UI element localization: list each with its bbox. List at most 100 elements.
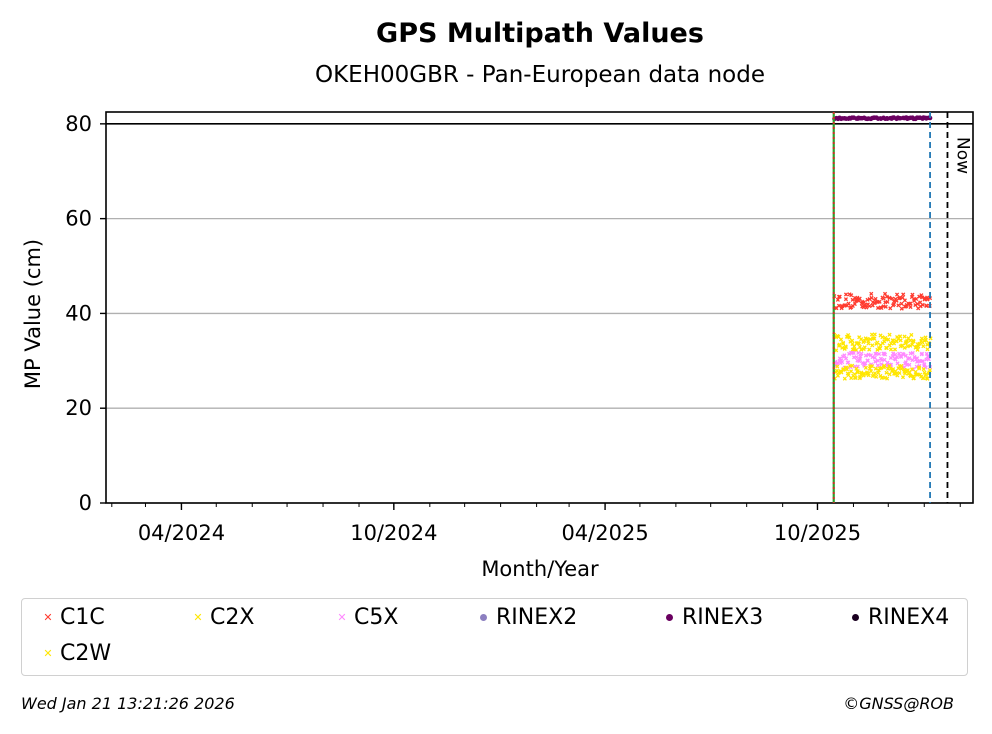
- data-point: [910, 350, 915, 356]
- y-tick-label: 0: [79, 491, 92, 515]
- legend-item-c2w: ✕ C2W: [36, 641, 111, 666]
- y-tick-label: 20: [65, 396, 92, 420]
- data-point: [887, 364, 892, 369]
- data-point: [846, 301, 851, 306]
- data-point: [927, 368, 932, 373]
- data-point: [925, 297, 930, 302]
- data-point: [908, 301, 913, 306]
- data-point: [885, 299, 890, 304]
- legend-item-c2x: ✕ C2X: [186, 605, 254, 630]
- data-point: [855, 370, 860, 375]
- data-point: [852, 301, 857, 307]
- data-point: [887, 372, 892, 377]
- data-point: [874, 374, 879, 379]
- data-point: [924, 303, 929, 308]
- data-point: [885, 376, 890, 381]
- data-point: [863, 353, 868, 358]
- data-point: [916, 344, 921, 349]
- data-point: [888, 306, 893, 311]
- legend-label: C2X: [210, 605, 255, 630]
- data-point: [890, 296, 895, 301]
- data-point: [866, 373, 871, 378]
- data-point: [840, 360, 845, 365]
- data-point: [873, 359, 878, 364]
- data-point: [910, 342, 915, 347]
- data-point: [911, 376, 916, 381]
- legend-label: RINEX3: [682, 605, 764, 630]
- data-point: [850, 338, 855, 343]
- data-point: [840, 345, 845, 350]
- data-point: [921, 375, 926, 381]
- data-point: [884, 294, 889, 299]
- data-point: [920, 358, 925, 364]
- data-point: [884, 345, 889, 351]
- data-point: [866, 341, 871, 346]
- data-point: [838, 337, 844, 342]
- data-point: [862, 303, 868, 308]
- data-point: [905, 368, 910, 373]
- data-point: [915, 301, 920, 306]
- data-point: [901, 352, 906, 357]
- data-point: [861, 300, 867, 305]
- data-point: [913, 302, 918, 308]
- data-point: [842, 353, 847, 358]
- data-point: [909, 367, 915, 372]
- data-point: [909, 332, 914, 337]
- data-point: [846, 373, 851, 378]
- legend-label: RINEX4: [868, 605, 950, 630]
- data-point: [924, 351, 929, 356]
- data-point: [850, 363, 855, 368]
- data-point: [884, 370, 889, 375]
- y-tick-label: 80: [65, 112, 92, 136]
- data-point: [903, 353, 908, 358]
- dot-marker-icon: [666, 614, 673, 621]
- data-point: [846, 333, 851, 338]
- data-point: [892, 347, 898, 352]
- data-point: [873, 351, 878, 356]
- data-point: [899, 306, 904, 311]
- data-point: [921, 367, 926, 372]
- data-point: [925, 354, 930, 359]
- data-point: [843, 292, 849, 297]
- x-axis-label: Month/Year: [481, 557, 599, 581]
- legend-item-c5x: ✕ C5X: [330, 605, 398, 630]
- chart-subtitle: OKEH00GBR - Pan-European data node: [315, 62, 765, 88]
- data-point: [917, 366, 922, 371]
- data-point: [898, 334, 903, 339]
- data-point: [858, 354, 863, 359]
- data-point: [844, 356, 849, 361]
- data-point: [873, 366, 878, 371]
- data-point: [835, 373, 840, 378]
- data-point: [872, 332, 877, 337]
- data-point: [872, 371, 878, 376]
- data-point: [882, 291, 888, 296]
- data-point: [841, 366, 846, 372]
- data-point: [843, 297, 849, 302]
- data-point: [881, 296, 886, 301]
- data-point: [925, 347, 930, 352]
- data-point: [907, 362, 912, 367]
- data-point: [919, 351, 925, 356]
- data-point: [920, 302, 925, 307]
- data-point: [869, 295, 874, 300]
- now-label: Now: [952, 137, 972, 174]
- legend-item-rinex3: RINEX3: [658, 605, 763, 630]
- plot-area: 0 20 40 60 80 04/2024 10/2024 04/2025 10/2025 Now: [65, 111, 974, 545]
- data-point: [905, 339, 910, 344]
- plot-frame: [105, 111, 974, 504]
- data-point: [925, 376, 930, 381]
- data-point: [836, 334, 841, 339]
- data-point: [903, 360, 908, 365]
- y-axis-label: MP Value (cm): [21, 239, 45, 389]
- data-point: [923, 372, 928, 377]
- data-point: [891, 351, 896, 356]
- data-point: [861, 371, 867, 376]
- x-marker-icon: ✕: [193, 611, 203, 624]
- data-point: [888, 347, 894, 352]
- data-point: [869, 364, 875, 369]
- x-tick-label: 10/2025: [774, 521, 861, 545]
- data-point: [877, 346, 883, 351]
- data-point: [895, 292, 900, 297]
- legend-item-c1c: ✕ C1C: [36, 605, 104, 630]
- data-point: [882, 357, 887, 362]
